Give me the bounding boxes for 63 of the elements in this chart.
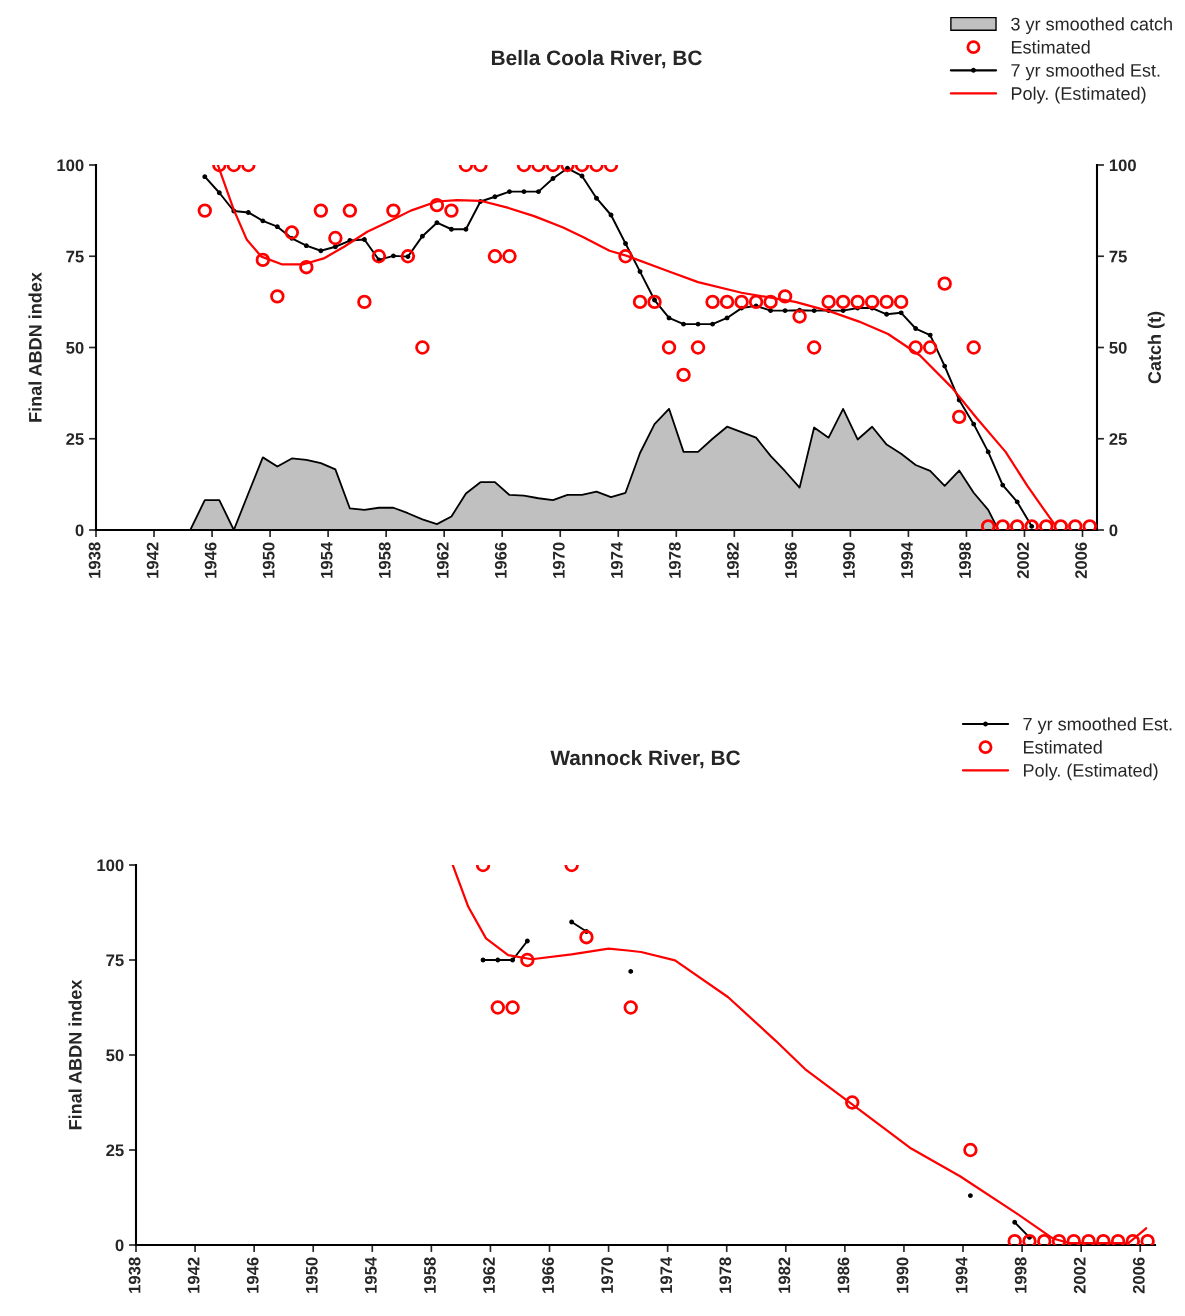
x-tick-label: 1998 — [959, 542, 971, 578]
x-tick-label: 1946 — [246, 1257, 259, 1293]
y-tick-label: 25 — [66, 433, 84, 445]
y-tick-label: 50 — [106, 1049, 124, 1062]
y2-tick-label: 50 — [1109, 341, 1127, 354]
x-tick-label: 1986 — [785, 542, 797, 578]
x-tick-label: 1966 — [542, 1257, 554, 1293]
x-tick-label: 1942 — [146, 542, 159, 578]
x-tick-label: 1998 — [1014, 1257, 1027, 1293]
y-tick-label: 75 — [66, 250, 84, 263]
x-tick-label: 1970 — [552, 542, 565, 578]
x-tick-label: 1942 — [187, 1257, 200, 1293]
legend-label: 7 yr smoothed Est. — [1023, 717, 1172, 735]
y2-tick-label: 75 — [1109, 250, 1127, 263]
y2-tick-label: 0 — [1109, 524, 1118, 537]
x-tick-label: 1990 — [843, 542, 855, 578]
x-tick-label: 1974 — [660, 1256, 673, 1293]
x-tick-label: 2006 — [1132, 1257, 1145, 1294]
x-tick-label: 1982 — [726, 542, 739, 578]
x-tick-label: 1978 — [668, 542, 681, 578]
y-tick-label: 50 — [66, 341, 84, 354]
y2-tick-label: 100 — [1109, 159, 1136, 172]
x-tick-label: 1950 — [305, 1257, 318, 1293]
x-tick-label: 1954 — [320, 541, 333, 578]
legend-label: Poly. (Estimated) — [1011, 86, 1146, 104]
x-tick-label: 1938 — [88, 542, 101, 578]
x-tick-label: 1958 — [424, 1257, 436, 1293]
x-tick-label: 1994 — [955, 1256, 968, 1293]
x-tick-label: 1946 — [204, 542, 217, 578]
x-tick-label: 1950 — [262, 542, 275, 578]
legend-label: Estimated — [1011, 40, 1090, 54]
x-tick-label: 2002 — [1073, 1257, 1086, 1294]
y-tick-label: 75 — [106, 954, 124, 967]
x-tick-label: 1974 — [610, 541, 623, 578]
y2-axis-title: Catch (t) — [1147, 311, 1165, 384]
x-tick-label: 1970 — [601, 1257, 614, 1293]
legend-label: 7 yr smoothed Est. — [1011, 63, 1160, 81]
x-tick-label: 1962 — [483, 1257, 495, 1293]
x-tick-label: 2006 — [1075, 542, 1087, 579]
x-tick-label: 1994 — [901, 541, 913, 578]
legend-label: 3 yr smoothed catch — [1011, 17, 1172, 35]
y-axis-title: Final ABDN index — [68, 979, 82, 1130]
legend-label: Estimated — [1024, 740, 1102, 754]
x-tick-label: 1938 — [128, 1257, 141, 1293]
x-tick-label: 1986 — [837, 1257, 850, 1293]
y-axis-title: Final ABDN index — [28, 272, 42, 422]
legend-label: Poly. (Estimated) — [1024, 763, 1158, 781]
x-tick-label: 1954 — [364, 1256, 377, 1293]
x-tick-label: 1958 — [378, 542, 391, 578]
x-tick-label: 1978 — [719, 1257, 732, 1293]
y-tick-label: 100 — [97, 859, 124, 872]
x-tick-label: 1966 — [494, 542, 507, 578]
x-tick-label: 1990 — [896, 1257, 909, 1293]
y-tick-label: 25 — [106, 1144, 124, 1157]
x-tick-label: 1982 — [778, 1257, 791, 1293]
y2-tick-label: 25 — [1109, 433, 1127, 445]
chart-title: Wannock River, BC — [550, 749, 741, 769]
y-tick-label: 100 — [57, 159, 84, 172]
y-tick-label: 0 — [75, 524, 84, 537]
x-tick-label: 1962 — [436, 542, 449, 578]
chart-title: Bella Coola River, BC — [491, 49, 702, 69]
x-tick-label: 2002 — [1017, 542, 1029, 579]
y-tick-label: 0 — [115, 1239, 124, 1252]
